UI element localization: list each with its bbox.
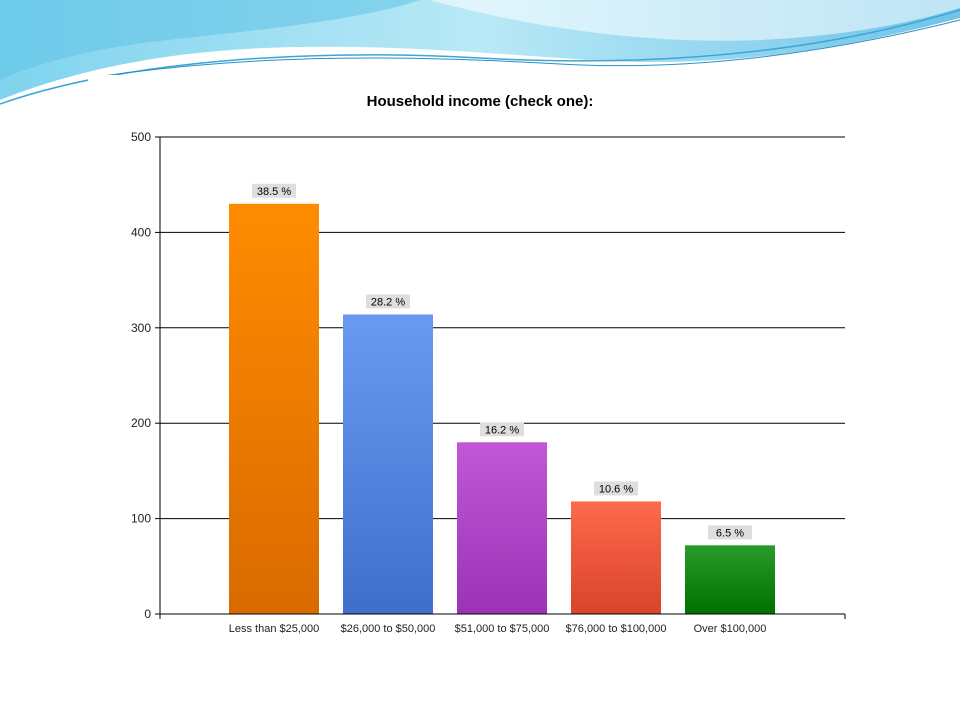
data-label: 16.2 % bbox=[485, 424, 519, 436]
y-tick-label: 0 bbox=[144, 607, 151, 621]
x-category-label: $51,000 to $75,000 bbox=[455, 623, 550, 635]
data-label: 6.5 % bbox=[716, 527, 744, 539]
x-category-label: Over $100,000 bbox=[694, 623, 767, 635]
y-tick-label: 300 bbox=[131, 321, 151, 335]
data-label-box bbox=[480, 422, 524, 437]
y-tick-label: 400 bbox=[131, 225, 151, 239]
x-category-label: Less than $25,000 bbox=[229, 623, 320, 635]
data-label: 28.2 % bbox=[371, 296, 405, 308]
bar-chart: Household income (check one): Less than … bbox=[131, 93, 846, 635]
x-category-label: $26,000 to $50,000 bbox=[341, 623, 436, 635]
chart-title: Household income (check one): bbox=[367, 93, 594, 110]
data-label-box bbox=[252, 183, 296, 198]
data-label-box bbox=[366, 294, 410, 309]
bar bbox=[685, 545, 775, 614]
y-tick-label: 200 bbox=[131, 416, 151, 430]
x-category-label: $76,000 to $100,000 bbox=[566, 623, 667, 635]
y-tick-label: 500 bbox=[131, 130, 151, 144]
bar bbox=[571, 501, 661, 614]
bar bbox=[343, 314, 433, 614]
bar bbox=[457, 442, 547, 614]
data-label-box bbox=[708, 525, 752, 540]
data-label-box bbox=[594, 481, 638, 496]
y-tick-label: 100 bbox=[131, 512, 151, 526]
data-label: 10.6 % bbox=[599, 483, 633, 495]
slide-header-swoosh bbox=[0, 0, 960, 105]
chart-panel: Household income (check one): Less than … bbox=[88, 75, 872, 665]
data-label: 38.5 % bbox=[257, 186, 291, 198]
bar bbox=[229, 203, 319, 614]
